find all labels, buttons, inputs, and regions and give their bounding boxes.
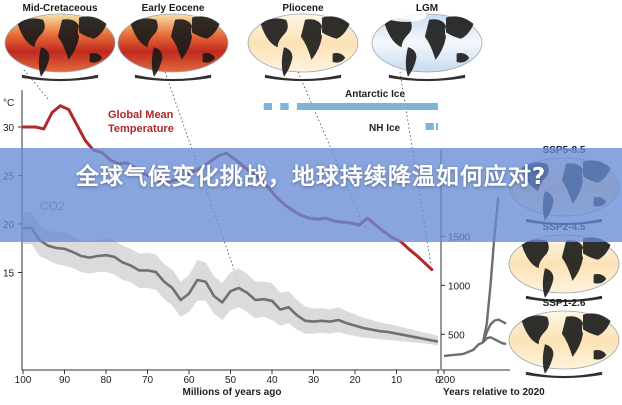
- continent-shape: [264, 74, 342, 82]
- y-tick-label: 30: [3, 123, 15, 134]
- map-label: Early Eocene: [142, 3, 205, 14]
- map-label: SSP1-2.6: [543, 298, 586, 309]
- x-axis-title: Millions of years ago: [183, 387, 282, 398]
- x-tick-label: 100: [15, 375, 32, 386]
- right-y-tick-label: 1000: [448, 281, 471, 292]
- map-pliocene: Pliocene: [247, 3, 359, 82]
- leader-line: [23, 69, 50, 101]
- continent-shape: [561, 240, 584, 281]
- continent-shape: [170, 19, 193, 60]
- antarctic-ice-label: Antarctic Ice: [345, 89, 405, 100]
- x-tick-label: 60: [183, 375, 195, 386]
- co2-line: [23, 226, 439, 343]
- x-tick-label: 50: [225, 375, 237, 386]
- right-x-axis-title: Years relative to 2020: [443, 387, 545, 398]
- continent-shape: [456, 53, 470, 63]
- ice-bar-segment: [280, 103, 289, 110]
- map-ssp2-4-5: SSP2-4.5: [508, 222, 620, 303]
- continent-shape: [525, 371, 603, 379]
- co2-uncertainty-band: [23, 212, 438, 346]
- continent-shape: [260, 18, 288, 48]
- continent-shape: [134, 74, 212, 82]
- right-y-tick-label: 500: [448, 330, 465, 341]
- continent-shape: [89, 53, 103, 63]
- continent-shape: [57, 19, 80, 60]
- map-label: Mid-Cretaceous: [22, 3, 97, 14]
- continent-shape: [525, 295, 603, 303]
- ice-bar-segment: [425, 123, 434, 130]
- x-tick-label: 0: [435, 375, 441, 386]
- continent-shape: [521, 315, 549, 345]
- map-label: Pliocene: [282, 3, 324, 14]
- continent-shape: [281, 47, 293, 77]
- continent-shape: [300, 19, 323, 60]
- ice-bar-segment: [263, 103, 272, 110]
- leader-line: [297, 71, 367, 231]
- temperature-series-label: Global Mean Temperature: [108, 109, 174, 135]
- continent-shape: [583, 237, 611, 260]
- nh-ice-label: NH Ice: [369, 123, 401, 134]
- x-tick-label: 70: [142, 375, 154, 386]
- continent-shape: [593, 350, 607, 360]
- continent-shape: [593, 274, 607, 284]
- map-mid-cretaceous: Mid-Cretaceous: [4, 3, 116, 82]
- map-early-eocene: Early Eocene: [117, 3, 229, 82]
- continent-shape: [561, 316, 584, 357]
- co2-history-line: [443, 341, 484, 358]
- continent-shape: [388, 74, 466, 82]
- continent-shape: [332, 53, 346, 63]
- map-label: LGM: [416, 3, 438, 14]
- ice-sheet-shape: [384, 9, 427, 22]
- x-tick-label: 30: [308, 375, 320, 386]
- y-tick-label: 15: [3, 269, 15, 280]
- continent-shape: [38, 47, 50, 77]
- x-tick-label: 80: [100, 375, 112, 386]
- continent-shape: [542, 344, 554, 374]
- continent-shape: [130, 18, 158, 48]
- continent-shape: [521, 239, 549, 269]
- x-tick-label: 20: [349, 375, 361, 386]
- scenario-line-ssp1-2-6: [481, 336, 507, 346]
- x-tick-label: 10: [391, 375, 403, 386]
- ice-bar-segment: [296, 103, 438, 110]
- continent-shape: [446, 16, 474, 39]
- continent-shape: [384, 18, 412, 48]
- continent-shape: [17, 18, 45, 48]
- right-x-tick-label: -200: [435, 375, 455, 386]
- x-tick-label: 40: [266, 375, 278, 386]
- map-ssp1-2-6: SSP1-2.6: [508, 298, 620, 379]
- ice-bar-segment: [435, 123, 438, 130]
- continent-shape: [322, 16, 350, 39]
- continent-shape: [202, 53, 216, 63]
- continent-shape: [192, 16, 220, 39]
- scenario-line-ssp2-4-5: [481, 318, 507, 344]
- continent-shape: [583, 313, 611, 336]
- x-tick-label: 90: [59, 375, 71, 386]
- title-banner: [0, 148, 622, 242]
- continent-shape: [405, 47, 417, 77]
- continent-shape: [424, 19, 447, 60]
- temperature-label-line: Global Mean: [108, 109, 174, 121]
- continent-shape: [21, 74, 99, 82]
- temperature-label-line: Temperature: [108, 123, 174, 135]
- continent-shape: [542, 268, 554, 298]
- map-lgm: LGM: [371, 3, 483, 82]
- continent-shape: [151, 47, 163, 77]
- continent-shape: [79, 16, 107, 39]
- y-unit-label: °C: [3, 98, 14, 109]
- banner-title: 全球气候变化挑战，地球持续降温如何应对?: [75, 164, 547, 190]
